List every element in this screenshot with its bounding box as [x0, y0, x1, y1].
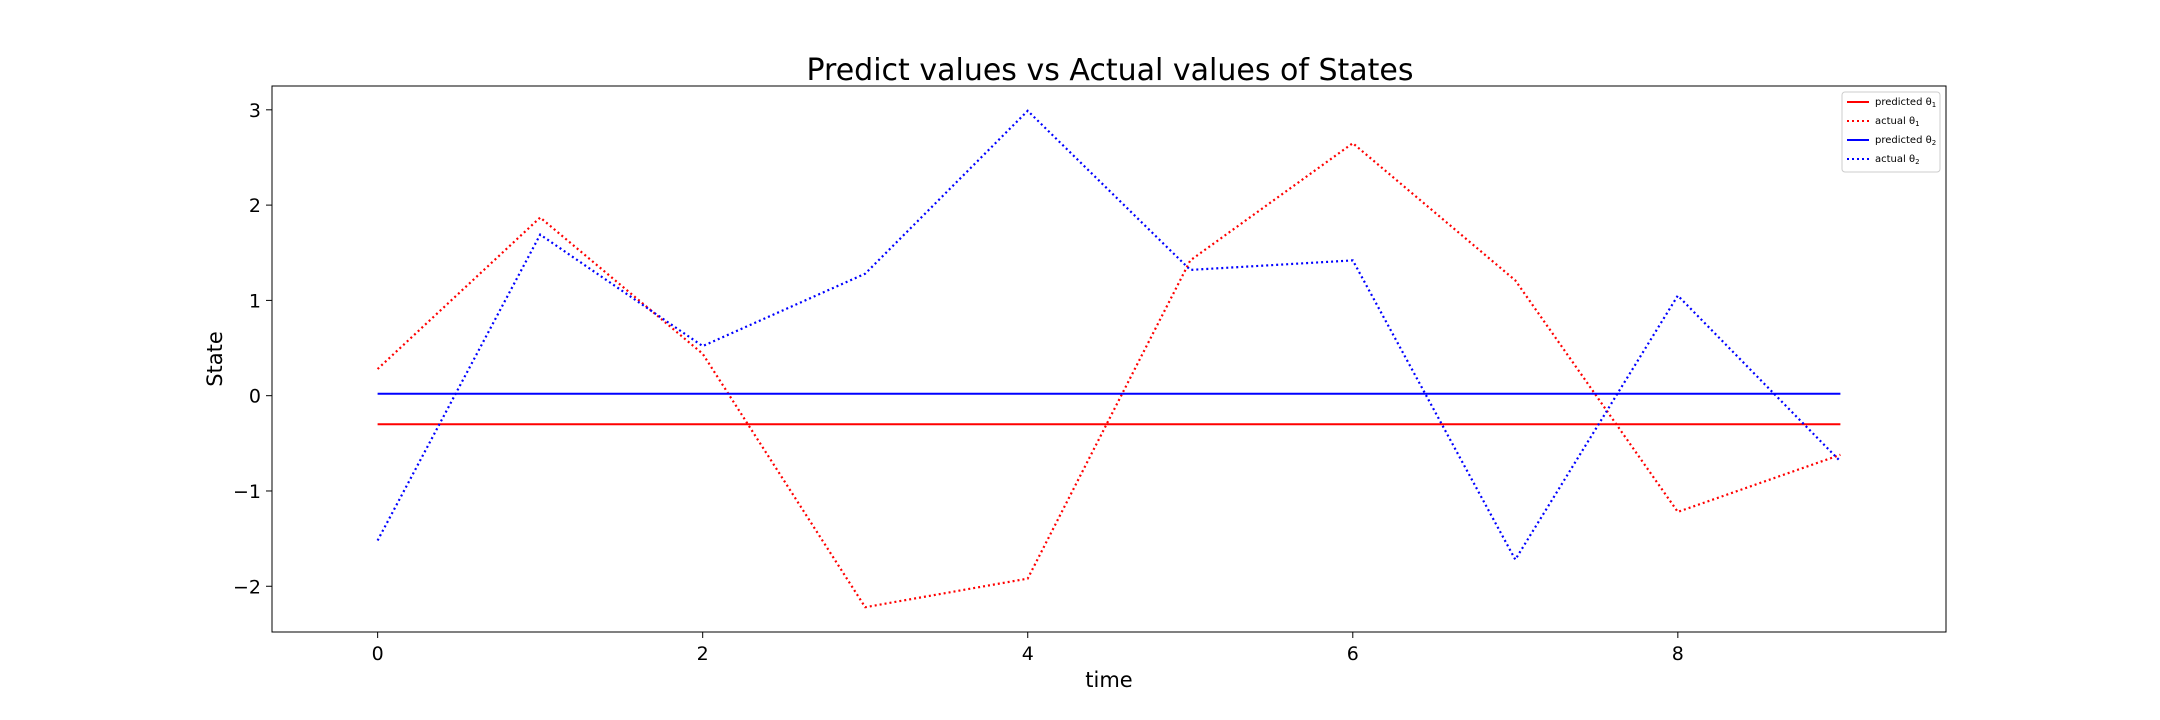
y-tick-label: 0 — [249, 386, 261, 408]
x-axis: 0 2 4 6 8 — [372, 632, 1684, 665]
legend-entry: actual θ1 — [1875, 116, 1920, 128]
legend-entry: actual θ2 — [1875, 154, 1920, 166]
series-line-4 — [376, 109, 1842, 562]
series-line-2 — [376, 141, 1841, 609]
legend-box — [1841, 91, 1941, 173]
plot-frame — [271, 85, 1947, 633]
y-tick-label: 3 — [249, 100, 261, 122]
x-tick-label: 2 — [697, 643, 709, 665]
x-tick-label: 0 — [372, 643, 384, 665]
y-tick-label: −1 — [233, 481, 261, 503]
x-axis-label: time — [1085, 668, 1132, 692]
x-tick-label: 4 — [1022, 643, 1034, 665]
x-tick-label: 6 — [1347, 643, 1359, 665]
y-tick-label: −2 — [233, 576, 261, 598]
legend-entry: predicted θ1 — [1875, 97, 1936, 109]
y-tick-label: 2 — [249, 195, 261, 217]
legend: predicted θ1 actual θ1 predicted θ2 actual … — [1841, 91, 1941, 173]
chart-title: Predict values vs Actual values of State… — [806, 53, 1413, 88]
y-tick-label: 1 — [249, 290, 261, 312]
plot-area — [376, 109, 1842, 609]
y-axis: −2 −1 0 1 2 3 — [233, 100, 272, 598]
y-axis-label: State — [203, 331, 227, 387]
legend-entry: predicted θ2 — [1875, 135, 1936, 147]
x-tick-label: 8 — [1672, 643, 1684, 665]
